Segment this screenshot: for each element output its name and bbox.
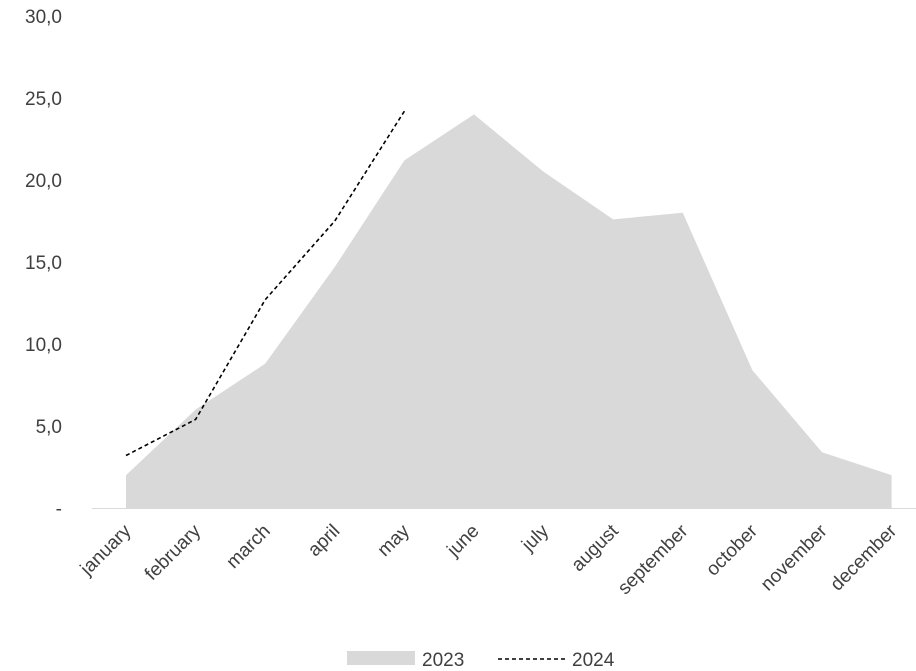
legend-swatch-2023 bbox=[347, 651, 415, 665]
x-tick-label-may: may bbox=[374, 520, 415, 561]
y-tick-label: 5,0 bbox=[36, 417, 62, 438]
x-tick-label-november: november bbox=[757, 520, 832, 595]
y-tick-label: 25,0 bbox=[25, 89, 62, 110]
x-tick-label-february: february bbox=[141, 520, 205, 584]
line-series-2024 bbox=[125, 110, 406, 457]
x-tick-label-june: june bbox=[443, 521, 484, 562]
y-tick-label: 10,0 bbox=[25, 335, 62, 356]
x-tick-label-december: december bbox=[827, 520, 902, 595]
y-tick-label: 30,0 bbox=[25, 7, 62, 28]
y-tick-label: 20,0 bbox=[25, 171, 62, 192]
x-tick-label-march: march bbox=[223, 521, 275, 573]
legend: 2023 2024 bbox=[347, 650, 615, 671]
x-tick-label-august: august bbox=[568, 520, 624, 576]
legend-label-2024: 2024 bbox=[572, 650, 615, 671]
x-tick-label-october: october bbox=[702, 520, 762, 580]
x-tick-label-april: april bbox=[304, 521, 344, 561]
x-tick-label-september: september bbox=[614, 520, 693, 599]
legend-label-2023: 2023 bbox=[422, 650, 464, 671]
x-axis-tick-labels: january february march april may june july augu… bbox=[76, 520, 902, 599]
y-tick-label: 15,0 bbox=[25, 253, 62, 274]
y-axis-tick-labels: - 5,0 10,0 15,0 20,0 25,0 30,0 bbox=[25, 7, 62, 520]
x-tick-label-january: january bbox=[76, 520, 136, 580]
area-series-2023 bbox=[126, 114, 892, 509]
x-tick-label-july: july bbox=[517, 520, 553, 556]
y-tick-label: - bbox=[56, 499, 62, 520]
plot-area bbox=[125, 110, 892, 509]
